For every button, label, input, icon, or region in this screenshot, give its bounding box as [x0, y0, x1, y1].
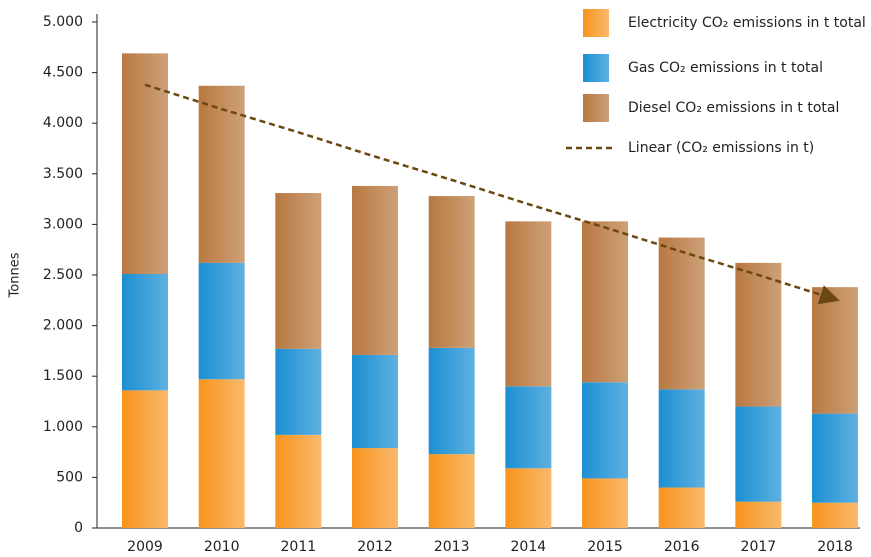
bar-segment — [582, 478, 629, 528]
bar-segment — [428, 196, 475, 348]
bar-segment — [812, 413, 859, 503]
bar-segment — [735, 501, 782, 528]
bar-segment — [275, 193, 322, 349]
legend-label: Gas CO₂ emissions in t total — [628, 60, 823, 76]
y-tick-label: 500 — [56, 469, 83, 485]
x-tick-label: 2012 — [357, 539, 393, 555]
bar-segment — [198, 262, 245, 380]
bar-segment — [658, 389, 705, 488]
x-tick-label: 2016 — [664, 539, 700, 555]
bar-segment — [658, 237, 705, 390]
y-tick-label: 4.500 — [43, 65, 83, 81]
x-tick-label: 2013 — [434, 539, 470, 555]
bar-segment — [198, 379, 245, 528]
bar-segment — [582, 382, 629, 479]
bar-segment — [352, 354, 399, 449]
x-tick-label: 2010 — [204, 539, 240, 555]
x-tick-label: 2011 — [281, 539, 317, 555]
legend-swatch — [583, 54, 609, 82]
y-tick-label: 4.000 — [43, 115, 83, 131]
bar-segment — [122, 53, 168, 274]
bar-segment — [812, 287, 859, 414]
bar-segment — [812, 502, 859, 528]
legend-swatch — [583, 94, 609, 122]
legend-label: Diesel CO₂ emissions in t total — [628, 100, 839, 116]
x-tick-label: 2018 — [817, 539, 853, 555]
bar-segment — [352, 448, 399, 528]
y-tick-label: 5.000 — [43, 14, 83, 30]
bar-segment — [658, 487, 705, 528]
bar-segment — [505, 221, 552, 387]
bar-segment — [505, 386, 552, 469]
bar-segment — [122, 390, 168, 528]
bar-segment — [582, 221, 629, 383]
bar-segment — [505, 468, 552, 528]
y-tick-label: 1.500 — [43, 368, 83, 384]
bar-segment — [735, 406, 782, 502]
bar-segment — [122, 273, 168, 391]
y-tick-label: 1.000 — [43, 419, 83, 435]
x-tick-label: 2009 — [127, 539, 163, 555]
bar-segment — [352, 185, 399, 355]
y-tick-label: 2.500 — [43, 267, 83, 283]
y-tick-label: 0 — [74, 520, 83, 536]
bar-segment — [198, 85, 245, 263]
x-tick-label: 2015 — [587, 539, 623, 555]
legend-label: Electricity CO₂ emissions in t total — [628, 15, 866, 31]
y-tick-label: 3.500 — [43, 166, 83, 182]
y-tick-label: 3.000 — [43, 216, 83, 232]
legend-label: Linear (CO₂ emissions in t) — [628, 140, 814, 156]
bar-segment — [735, 262, 782, 407]
bar-segment — [428, 347, 475, 455]
x-tick-label: 2017 — [741, 539, 777, 555]
bar-segment — [428, 454, 475, 528]
y-axis-label: Tonnes — [8, 252, 23, 298]
trend-line — [144, 83, 840, 305]
x-tick-label: 2014 — [511, 539, 547, 555]
legend-swatch — [583, 9, 609, 37]
bar-segment — [275, 348, 322, 435]
y-tick-label: 2.000 — [43, 318, 83, 334]
bar-segment — [275, 434, 322, 528]
